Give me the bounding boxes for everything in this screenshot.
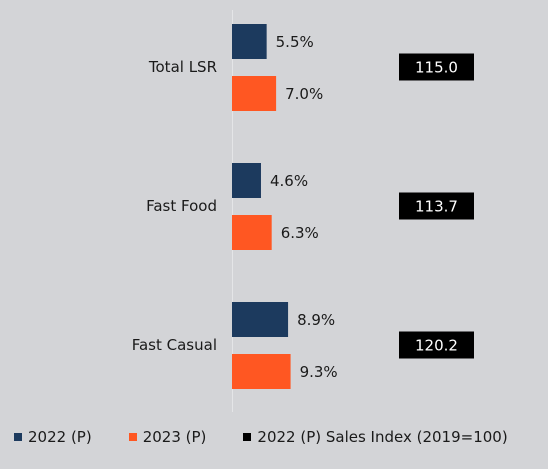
legend: 2022 (P) 2023 (P) 2022 (P) Sales Index (… <box>14 428 508 446</box>
index-box-total-lsr <box>399 53 474 81</box>
data-label-fast-casual-2023: 9.3% <box>300 363 338 381</box>
data-label-fast-casual-2022: 8.9% <box>297 311 335 329</box>
bar-total-lsr-2022 <box>232 24 267 59</box>
data-label-total-lsr-2022: 5.5% <box>276 33 314 51</box>
category-label-fast-food: Fast Food <box>146 197 217 215</box>
legend-swatch-index <box>243 433 252 441</box>
legend-label-2023: 2023 (P) <box>142 428 207 446</box>
legend-label-index: 2022 (P) Sales Index (2019=100) <box>257 428 508 446</box>
bar-fast-food-2022 <box>232 163 261 198</box>
legend-label-2022: 2022 (P) <box>28 428 92 446</box>
category-label-fast-casual: Fast Casual <box>132 336 217 354</box>
legend-item-2023: 2023 (P) <box>128 428 207 446</box>
index-box-fast-casual <box>399 331 474 359</box>
bar-total-lsr-2023 <box>232 76 277 111</box>
bar-fast-food-2023 <box>232 215 272 250</box>
index-label-fast-casual: 120.2 <box>415 337 458 355</box>
legend-swatch-2022 <box>14 433 22 441</box>
index-label-total-lsr: 115.0 <box>415 59 458 77</box>
bar-fast-casual-2023 <box>232 354 291 389</box>
bar-fast-casual-2022 <box>232 302 289 337</box>
legend-item-index: 2022 (P) Sales Index (2019=100) <box>243 428 508 446</box>
data-label-total-lsr-2023: 7.0% <box>285 85 323 103</box>
legend-swatch-2023 <box>128 433 137 441</box>
index-box-fast-food <box>399 192 474 220</box>
data-label-fast-food-2022: 4.6% <box>270 172 308 190</box>
index-label-fast-food: 113.7 <box>415 198 458 216</box>
data-label-fast-food-2023: 6.3% <box>281 224 319 242</box>
chart: Total LSR 5.5% 7.0% 115.0 Fast Food 4.6% 6.3% 1… <box>132 10 474 412</box>
legend-item-2022: 2022 (P) <box>14 428 92 446</box>
category-label-total-lsr: Total LSR <box>148 58 217 76</box>
